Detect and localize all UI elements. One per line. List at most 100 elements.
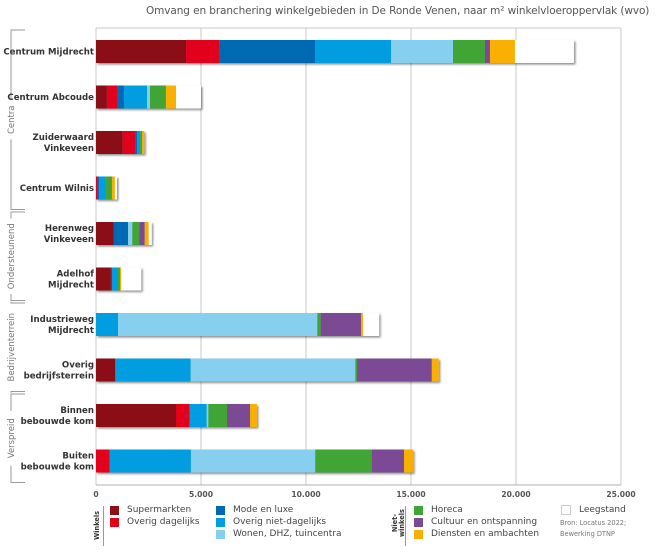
bar-segment-wonen-dhz-tuincentra <box>147 85 150 109</box>
bar-segment-supermarkten <box>96 358 116 382</box>
bar-segment-leegstand <box>363 313 380 336</box>
x-tick-label: 25.000 <box>606 490 635 499</box>
group-bracket-top <box>10 211 25 219</box>
x-tick-label: 15.000 <box>396 490 425 499</box>
legend-swatch <box>414 517 423 527</box>
legend-item-horeca: Horeca <box>414 504 539 516</box>
group-brackets: Centra Ondersteunend Bedrijventerrein Versp… <box>7 29 25 483</box>
bar-stack <box>96 449 414 473</box>
bar-segment-supermarkten <box>96 40 187 63</box>
bar-segment-cultuur-en-ontspanning <box>371 449 405 473</box>
legend-item-mode-en-luxe: Mode en luxe <box>216 504 342 516</box>
group-label: Centra <box>7 105 17 134</box>
bar-segment-overig-dagelijks <box>96 449 110 473</box>
bar-stack <box>96 267 142 291</box>
legend-item-diensten: Diensten en ambachten <box>414 528 539 540</box>
bar-segment-diensten-en-ambachten <box>250 404 257 427</box>
bar-segment-horeca <box>453 40 485 63</box>
chart-plot: Centra Ondersteunend Bedrijventerrein Versp… <box>3 27 636 499</box>
bar-segment-overig-niet-dagelijks <box>96 313 119 336</box>
bar-segment-overig-niet-dagelijks <box>189 404 207 427</box>
category-label: Zuiderwaard Vinkeveen <box>33 133 94 154</box>
bar-segment-supermarkten <box>96 404 177 427</box>
bar-segment-overig-dagelijks <box>96 176 98 200</box>
legend-label: Overig dagelijks <box>127 517 200 527</box>
x-tick-label: 20.000 <box>501 490 530 499</box>
bar-segment-horeca <box>105 176 112 200</box>
source-line-2: Bewerking DTNP <box>560 530 615 538</box>
group-bracket-bottom <box>10 465 25 483</box>
bar-segment-supermarkten <box>96 267 111 291</box>
legend-item-leegstand: Leegstand <box>561 504 626 516</box>
category-label: Herenweg Vinkeveen <box>44 224 94 245</box>
legend-group-nietwinkels: Niet- winkels <box>391 509 406 537</box>
legend-col-1: Supermarkten Overig dagelijks <box>110 504 200 528</box>
bar-segment-wonen-dhz-tuincentra <box>128 222 133 245</box>
category-label: Binnen bebouwde kom <box>21 406 94 427</box>
bar-segment-horeca <box>317 313 321 336</box>
bar-segment-overig-niet-dagelijks <box>115 358 191 382</box>
category-label: Buiten bebouwde kom <box>21 452 94 473</box>
bar-segment-leegstand <box>121 267 142 291</box>
legend-swatch <box>414 529 423 539</box>
legend-col-4: Leegstand <box>561 504 626 516</box>
bar-stack <box>96 358 439 382</box>
bar-segment-diensten-en-ambachten <box>111 176 115 200</box>
bar-segment-horeca <box>149 85 166 109</box>
legend-label: Leegstand <box>579 505 626 515</box>
bar-segment-overig-dagelijks <box>106 85 118 109</box>
group-label: Verspreid <box>7 418 17 458</box>
legend-label: Supermarkten <box>127 505 192 515</box>
legend-swatch <box>414 505 423 515</box>
legend-label: Wonen, DHZ, tuincentra <box>233 529 342 539</box>
bar-segment-horeca <box>315 449 372 473</box>
bar-segment-leegstand <box>176 85 201 109</box>
legend-label: Overig niet-dagelijks <box>233 517 327 527</box>
plot-frame <box>96 27 621 486</box>
group-bracket-top <box>10 29 25 101</box>
group-bracket-bottom <box>10 139 25 210</box>
legend-item-overig-niet-dagelijks: Overig niet-dagelijks <box>216 516 342 528</box>
legend-col-3: Horeca Cultuur en ontspanning Diensten e… <box>414 504 539 540</box>
category-label: Centrum Abcoude <box>7 93 94 103</box>
legend-item-cultuur: Cultuur en ontspanning <box>414 516 539 528</box>
bar-segment-wonen-dhz-tuincentra <box>190 358 356 382</box>
category-label: Overig bedrijfsterrein <box>24 361 94 382</box>
legend-swatch <box>216 505 225 515</box>
legend-label: Mode en luxe <box>233 505 294 515</box>
bar-segment-diensten-en-ambachten <box>120 267 122 291</box>
chart-title: Omvang en branchering winkelgebieden in … <box>146 5 650 17</box>
bars <box>96 40 574 473</box>
bar-segment-overig-niet-dagelijks <box>315 40 392 63</box>
legend-swatch <box>110 505 119 515</box>
bar-segment-horeca <box>118 267 121 291</box>
bar-segment-diensten-en-ambachten <box>165 85 177 109</box>
bar-segment-overig-dagelijks <box>122 131 136 154</box>
bar-segment-horeca <box>140 131 143 154</box>
legend-item-wonen-dhz: Wonen, DHZ, tuincentra <box>216 528 342 540</box>
bar-segment-diensten-en-ambachten <box>489 40 515 63</box>
bar-segment-cultuur-en-ontspanning <box>227 404 251 427</box>
bar-segment-overig-niet-dagelijks <box>109 449 191 473</box>
legend-item-supermarkten: Supermarkten <box>110 504 200 516</box>
legend-label: Horeca <box>431 505 463 515</box>
group-bracket-top <box>10 301 25 304</box>
bar-segment-mode-en-luxe <box>117 85 124 109</box>
bar-segment-supermarkten <box>96 131 123 154</box>
category-label: Industrieweg Mijdrecht <box>30 315 94 336</box>
legend-divider-winkels <box>103 506 104 546</box>
legend-label: Diensten en ambachten <box>431 529 540 539</box>
bar-segment-diensten-en-ambachten <box>404 449 414 473</box>
group-bracket-bottom <box>10 391 25 393</box>
bar-segment-overig-niet-dagelijks <box>123 85 148 109</box>
legend-swatch <box>216 529 225 539</box>
bar-segment-overig-niet-dagelijks <box>137 131 141 154</box>
bar-segment-diensten-en-ambachten <box>144 222 149 245</box>
category-labels: Centrum Mijdrecht Centrum Abcoude Zuiderwa… <box>3 48 94 473</box>
bar-segment-overig-dagelijks <box>110 267 112 291</box>
bar-stack <box>96 222 152 245</box>
legend-label: Cultuur en ontspanning <box>431 517 538 527</box>
group-label: Ondersteunend <box>7 223 17 289</box>
bar-segment-mode-en-luxe <box>219 40 316 63</box>
bar-segment-diensten-en-ambachten <box>431 358 439 382</box>
